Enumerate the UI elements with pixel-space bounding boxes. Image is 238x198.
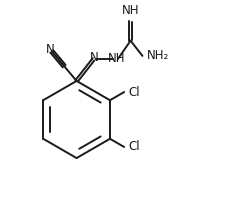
Text: NH: NH (122, 4, 139, 17)
Text: NH: NH (108, 52, 125, 65)
Text: Cl: Cl (129, 86, 140, 99)
Text: Cl: Cl (129, 140, 140, 153)
Text: NH₂: NH₂ (147, 49, 169, 62)
Text: N: N (90, 51, 99, 64)
Text: N: N (45, 43, 54, 56)
